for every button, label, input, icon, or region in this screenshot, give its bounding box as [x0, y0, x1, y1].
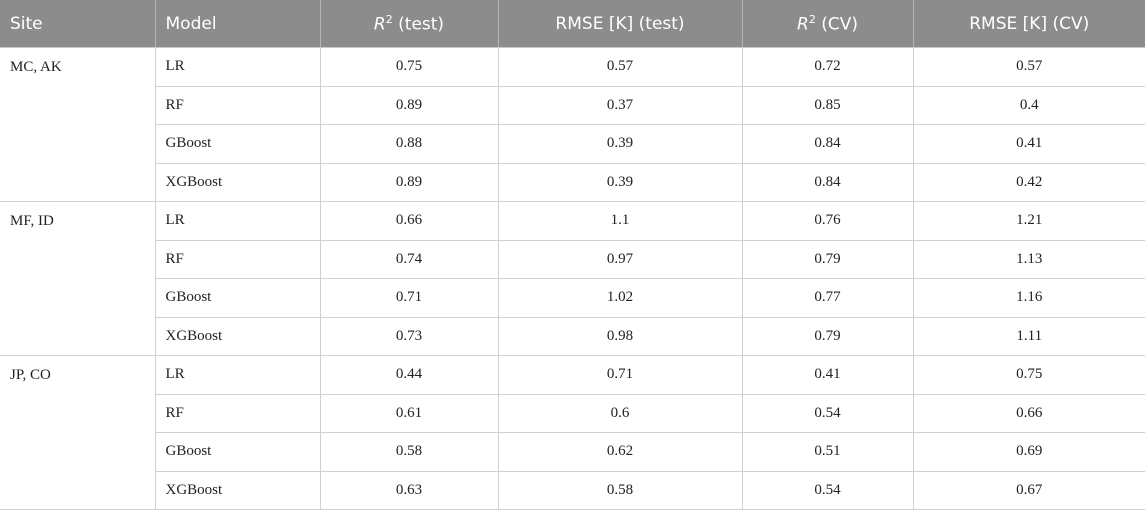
superscript: 2: [385, 12, 393, 26]
column-header: RMSE [K] (CV): [912, 0, 1145, 48]
value-cell: 0.39: [497, 162, 743, 202]
value-cell: 0.6: [497, 393, 743, 433]
value-cell: 0.41: [741, 355, 914, 395]
model-cell: GBoost: [155, 124, 321, 164]
table-body: MC, AK LR 0.75 0.57 0.72 0.57 RF 0.89 0.37 0.85 0.…: [0, 47, 1145, 510]
value-cell: 0.73: [319, 316, 499, 356]
value-cell: 1.16: [912, 278, 1145, 318]
value-cell: 0.84: [741, 124, 914, 164]
model-cell: XGBoost: [155, 470, 321, 510]
value-cell: 0.67: [912, 470, 1145, 510]
value-cell: 0.57: [912, 47, 1145, 87]
column-header: R2 (CV): [741, 0, 913, 48]
value-cell: 0.89: [319, 85, 499, 125]
value-cell: 0.51: [741, 432, 914, 472]
value-cell: 0.79: [741, 239, 914, 279]
value-cell: 0.42: [912, 162, 1145, 202]
value-cell: 0.62: [497, 432, 743, 472]
table-row: GBoost 0.58 0.62 0.51 0.69: [0, 432, 1145, 472]
value-cell: 0.39: [497, 124, 743, 164]
value-cell: 0.75: [912, 355, 1145, 395]
model-cell: RF: [155, 393, 321, 433]
value-cell: 0.57: [497, 47, 743, 87]
site-cell: MC, AK: [0, 47, 156, 202]
value-cell: 0.76: [741, 201, 914, 241]
value-cell: 0.89: [319, 162, 499, 202]
table-row: GBoost 0.88 0.39 0.84 0.41: [0, 124, 1145, 164]
table-header: Site Model R2 (test) RMSE [K] (test) R2 (CV)…: [0, 0, 1145, 48]
symbol: R: [373, 14, 386, 35]
table-row: RF 0.61 0.6 0.54 0.66: [0, 393, 1145, 433]
value-cell: 0.84: [741, 162, 914, 202]
header-text: RMSE [K] (test): [555, 13, 685, 34]
value-cell: 1.02: [497, 278, 743, 318]
value-cell: 0.98: [497, 316, 743, 356]
table-row: RF 0.89 0.37 0.85 0.4: [0, 85, 1145, 125]
value-cell: 0.63: [319, 470, 499, 510]
table-row: JP, CO LR 0.44 0.71 0.41 0.75: [0, 355, 1145, 510]
header-text: (CV): [821, 14, 858, 35]
value-cell: 0.44: [319, 355, 499, 395]
value-cell: 1.13: [912, 239, 1145, 279]
header-text: Site: [10, 13, 43, 34]
value-cell: 1.1: [497, 201, 743, 241]
model-cell: RF: [155, 85, 321, 125]
value-cell: 0.71: [319, 278, 499, 318]
model-cell: XGBoost: [155, 162, 321, 202]
model-cell: RF: [155, 239, 321, 279]
table-row: GBoost 0.71 1.02 0.77 1.16: [0, 278, 1145, 318]
symbol: R: [797, 14, 809, 35]
table-row: XGBoost 0.63 0.58 0.54 0.67: [0, 470, 1145, 510]
table-row: MC, AK LR 0.75 0.57 0.72 0.57: [0, 47, 1145, 202]
value-cell: 0.77: [741, 278, 914, 318]
value-cell: 0.58: [319, 432, 499, 472]
value-cell: 0.71: [497, 355, 743, 395]
value-cell: 0.61: [319, 393, 499, 433]
site-cell: JP, CO: [0, 355, 156, 510]
value-cell: 0.74: [319, 239, 499, 279]
header-text: RMSE [K] (CV): [969, 13, 1090, 34]
column-header: RMSE [K] (test): [497, 0, 742, 48]
table-row: XGBoost 0.89 0.39 0.84 0.42: [0, 162, 1145, 202]
value-cell: 0.54: [741, 393, 914, 433]
value-cell: 0.72: [741, 47, 914, 87]
column-header: Model: [154, 0, 320, 48]
value-cell: 0.58: [497, 470, 743, 510]
table-row: RF 0.74 0.97 0.79 1.13: [0, 239, 1145, 279]
value-cell: 0.37: [497, 85, 743, 125]
table-row: MF, ID LR 0.66 1.1 0.76 1.21: [0, 201, 1145, 356]
value-cell: 0.66: [319, 201, 499, 241]
model-cell: XGBoost: [155, 316, 321, 356]
header-row: Site Model R2 (test) RMSE [K] (test) R2 (CV)…: [0, 0, 1145, 48]
value-cell: 0.75: [319, 47, 499, 87]
model-cell: GBoost: [155, 432, 321, 472]
model-cell: LR: [154, 201, 321, 241]
model-cell: GBoost: [155, 278, 321, 318]
header-text: Model: [165, 13, 217, 34]
model-cell: LR: [154, 355, 321, 395]
site-cell: MF, ID: [0, 201, 156, 356]
value-cell: 0.85: [741, 85, 914, 125]
superscript: 2: [808, 12, 816, 26]
value-cell: 1.11: [912, 316, 1145, 356]
value-cell: 0.66: [912, 393, 1145, 433]
value-cell: 1.21: [912, 201, 1145, 241]
value-cell: 0.97: [497, 239, 743, 279]
table-row: XGBoost 0.73 0.98 0.79 1.11: [0, 316, 1145, 356]
model-cell: LR: [154, 47, 321, 87]
value-cell: 0.88: [319, 124, 499, 164]
value-cell: 0.79: [741, 316, 914, 356]
column-header: R2 (test): [319, 0, 498, 48]
value-cell: 0.4: [912, 85, 1145, 125]
value-cell: 0.54: [741, 470, 914, 510]
header-text: (test): [398, 14, 445, 35]
value-cell: 0.41: [912, 124, 1145, 164]
column-header: Site: [0, 0, 155, 48]
value-cell: 0.69: [912, 432, 1145, 472]
